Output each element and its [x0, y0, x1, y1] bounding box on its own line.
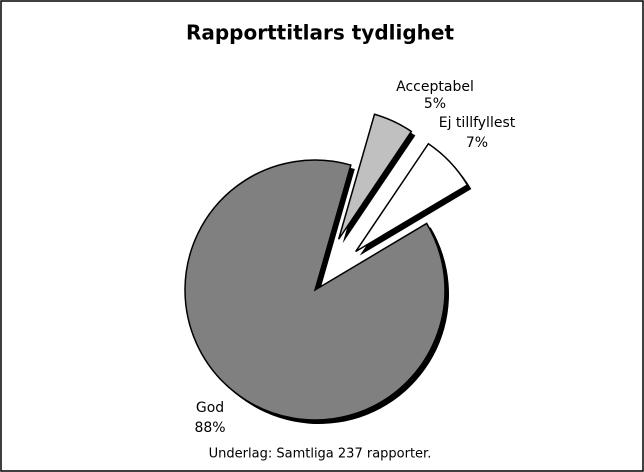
slice-value: 5%	[424, 96, 446, 112]
slice-value: 7%	[466, 135, 488, 151]
chart-note: Underlag: Samtliga 237 rapporter.	[209, 447, 432, 462]
slice	[355, 142, 469, 253]
slice-label: God	[196, 400, 224, 416]
slice-value: 88%	[194, 420, 225, 436]
slice-label: Acceptabel	[396, 79, 474, 95]
slice	[337, 113, 413, 240]
slice-label: Ej tillfyllest	[439, 115, 516, 131]
chart-title: Rapporttitlars tydlighet	[186, 21, 454, 45]
slice	[184, 159, 446, 421]
